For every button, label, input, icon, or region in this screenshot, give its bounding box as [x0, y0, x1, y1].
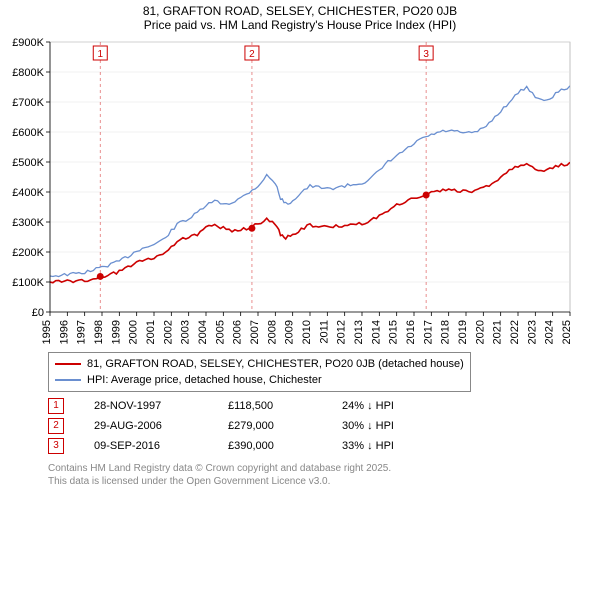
ytick-label: £300K: [12, 217, 44, 229]
footer-line: Contains HM Land Registry data © Crown c…: [48, 462, 592, 475]
legend-swatch: [55, 379, 81, 381]
xtick-label: 2014: [370, 320, 382, 344]
xtick-label: 2020: [474, 320, 486, 344]
ytick-label: £700K: [12, 97, 44, 109]
event-date: 09-SEP-2016: [94, 436, 204, 456]
xtick-label: 2003: [180, 320, 192, 344]
event-number-box: 3: [48, 438, 64, 454]
xtick-label: 2008: [266, 320, 278, 344]
xtick-label: 2011: [318, 320, 330, 344]
xtick-label: 1996: [58, 320, 70, 344]
xtick-label: 1999: [110, 320, 122, 344]
ytick-label: £0: [32, 307, 44, 319]
xtick-label: 2005: [214, 320, 226, 344]
event-hpi: 30% ↓ HPI: [342, 416, 432, 436]
event-dot: [97, 273, 104, 280]
xtick-label: 2001: [145, 320, 157, 344]
xtick-label: 2025: [561, 320, 572, 344]
xtick-label: 2022: [509, 320, 521, 344]
event-marker-number: 2: [249, 49, 255, 60]
chart-title: 81, GRAFTON ROAD, SELSEY, CHICHESTER, PO…: [8, 4, 592, 18]
event-price: £279,000: [228, 416, 318, 436]
footer-line: This data is licensed under the Open Gov…: [48, 475, 592, 488]
xtick-label: 2006: [232, 320, 244, 344]
ytick-label: £100K: [12, 277, 44, 289]
xtick-label: 2018: [440, 320, 452, 344]
xtick-label: 2013: [353, 320, 365, 344]
footer-text: Contains HM Land Registry data © Crown c…: [48, 462, 592, 488]
xtick-label: 2000: [128, 320, 140, 344]
legend-row: 81, GRAFTON ROAD, SELSEY, CHICHESTER, PO…: [55, 356, 464, 372]
xtick-label: 1998: [93, 320, 105, 344]
legend-label: HPI: Average price, detached house, Chic…: [87, 372, 322, 388]
event-row: 1 28-NOV-1997 £118,500 24% ↓ HPI: [48, 396, 592, 416]
ytick-label: £900K: [12, 37, 44, 49]
legend-swatch: [55, 363, 81, 365]
legend-box: 81, GRAFTON ROAD, SELSEY, CHICHESTER, PO…: [48, 352, 471, 392]
event-marker-number: 1: [97, 49, 103, 60]
event-row: 3 09-SEP-2016 £390,000 33% ↓ HPI: [48, 436, 592, 456]
chart-area: £0 £100K £200K £300K £400K £500K £600K £700K £80…: [12, 36, 592, 346]
event-row: 2 29-AUG-2006 £279,000 30% ↓ HPI: [48, 416, 592, 436]
xtick-label: 2007: [249, 320, 261, 344]
xtick-label: 2017: [422, 320, 434, 344]
event-number-box: 2: [48, 418, 64, 434]
events-table: 1 28-NOV-1997 £118,500 24% ↓ HPI 2 29-AUG-200…: [48, 396, 592, 456]
event-price: £118,500: [228, 396, 318, 416]
event-dot: [248, 225, 255, 232]
xtick-label: 2024: [544, 320, 556, 344]
chart-subtitle: Price paid vs. HM Land Registry's House …: [8, 18, 592, 32]
xtick-label: 2016: [405, 320, 417, 344]
xtick-label: 2019: [457, 320, 469, 344]
event-price: £390,000: [228, 436, 318, 456]
xtick-label: 1997: [76, 320, 88, 344]
ytick-label: £800K: [12, 67, 44, 79]
ytick-label: £500K: [12, 157, 44, 169]
ytick-label: £200K: [12, 247, 44, 259]
event-date: 28-NOV-1997: [94, 396, 204, 416]
xtick-label: 2021: [492, 320, 504, 344]
xtick-label: 2002: [162, 320, 174, 344]
xtick-label: 1995: [41, 320, 53, 344]
ytick-label: £600K: [12, 127, 44, 139]
xtick-label: 2010: [301, 320, 313, 344]
xtick-label: 2015: [388, 320, 400, 344]
event-hpi: 33% ↓ HPI: [342, 436, 432, 456]
event-dot: [423, 192, 430, 199]
event-number-box: 1: [48, 398, 64, 414]
xtick-label: 2004: [197, 320, 209, 344]
event-hpi: 24% ↓ HPI: [342, 396, 432, 416]
chart-svg: £0 £100K £200K £300K £400K £500K £600K £700K £80…: [12, 36, 572, 346]
xtick-label: 2009: [284, 320, 296, 344]
event-marker-number: 3: [423, 49, 429, 60]
legend-label: 81, GRAFTON ROAD, SELSEY, CHICHESTER, PO…: [87, 356, 464, 372]
xtick-label: 2023: [526, 320, 538, 344]
legend-row: HPI: Average price, detached house, Chic…: [55, 372, 464, 388]
event-date: 29-AUG-2006: [94, 416, 204, 436]
ytick-label: £400K: [12, 187, 44, 199]
xtick-label: 2012: [336, 320, 348, 344]
